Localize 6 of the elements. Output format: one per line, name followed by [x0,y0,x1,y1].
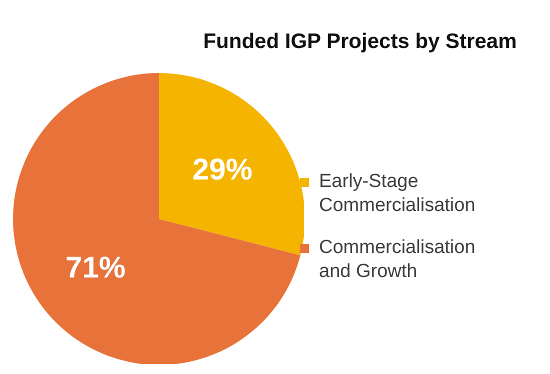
legend-label: Early-Stage Commercialisation [319,170,476,218]
data-label: 71% [66,252,126,285]
chart-title: Funded IGP Projects by Stream [202,30,518,54]
pie-slice [13,73,300,364]
data-label: 29% [192,153,252,186]
legend-label: Commercialisation and Growth [319,236,476,284]
